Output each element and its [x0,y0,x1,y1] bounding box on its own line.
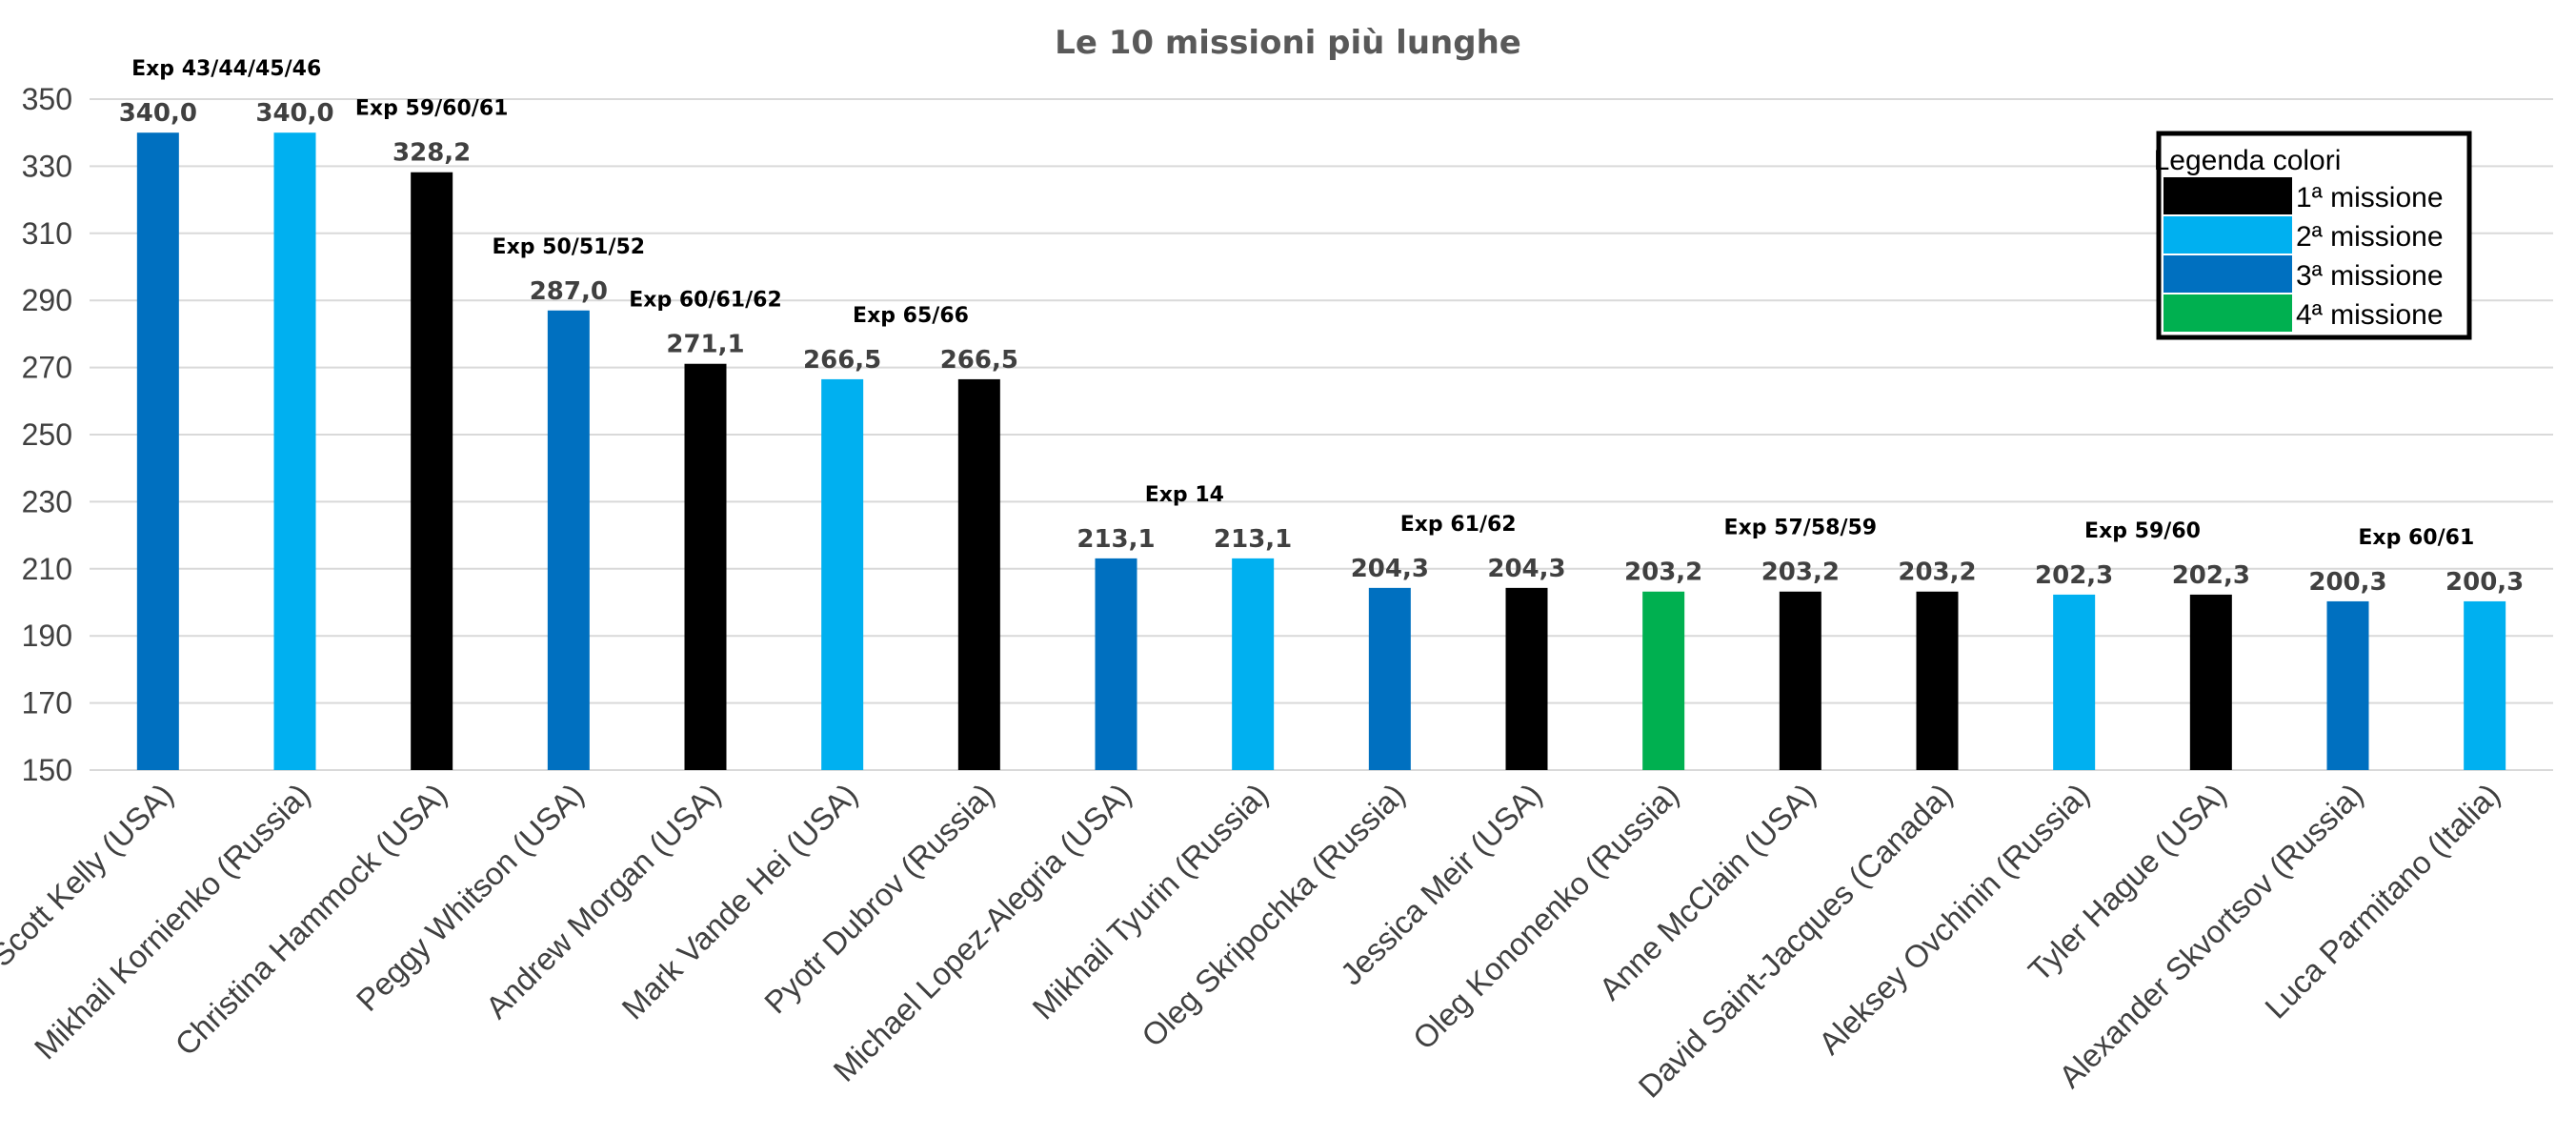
expedition-label: Exp 59/60 [2084,519,2201,543]
y-tick-label: 310 [22,216,72,251]
legend-label: 4ª missione [2296,299,2444,331]
y-tick-label: 330 [22,149,72,183]
bar [273,132,316,770]
bar [2326,600,2369,770]
data-label: 202,3 [2035,561,2113,590]
bar [957,378,1000,770]
legend-label: 1ª missione [2296,182,2444,213]
gridlines [90,98,2553,771]
data-label: 266,5 [803,346,881,375]
y-tick-label: 190 [22,619,72,653]
legend-swatch [2163,294,2292,332]
chart-title: Le 10 missioni più lunghe [1055,24,1521,62]
bar [411,172,453,771]
y-tick-label: 250 [22,417,72,452]
expedition-label: Exp 50/51/52 [493,235,646,259]
y-tick-label: 210 [22,552,72,586]
data-label: 287,0 [530,277,608,306]
bar [684,363,727,770]
bar [1368,587,1411,770]
legend-label: 2ª missione [2296,221,2444,253]
data-label: 204,3 [1351,555,1429,583]
y-tick-label: 230 [22,484,72,518]
data-label: 271,1 [666,331,744,359]
legend-swatch [2163,255,2292,293]
expedition-label: Exp 57/58/59 [1724,517,1878,540]
y-tick-label: 170 [22,686,72,721]
legend-title: Legenda colori [2154,145,2342,176]
expedition-label: Exp 60/61 [2358,526,2474,550]
legend-swatch [2163,177,2292,214]
expedition-label: Exp 61/62 [1400,513,1517,537]
bar [1916,591,1959,770]
bar [2464,600,2506,770]
data-label: 200,3 [2308,568,2386,597]
legend-label: 3ª missione [2296,260,2444,292]
expedition-label: Exp 14 [1145,483,1224,507]
bar [136,132,179,770]
bar [2053,594,2096,770]
bar [547,310,590,770]
bar [1095,558,1137,770]
expedition-labels: Exp 43/44/45/46 Exp 59/60/61 Exp 50/51/52 E… [131,57,2474,550]
bar [1232,558,1275,770]
expedition-label: Exp 65/66 [853,304,969,328]
bars [136,132,2506,771]
y-tick-label: 350 [22,82,72,116]
data-label: 203,2 [1761,558,1840,587]
data-label: 203,2 [1624,558,1702,587]
data-label: 213,1 [1077,525,1155,554]
data-label: 203,2 [1898,558,1976,587]
y-tick-label: 270 [22,351,72,385]
data-label: 266,5 [940,346,1018,375]
y-tick-label: 290 [22,283,72,317]
y-axis-ticks: 150 170 190 210 230 250 270 290 310 330 350 [22,82,72,787]
data-label: 202,3 [2172,561,2250,590]
bar [821,378,864,770]
data-labels: 340,0 340,0 328,2 287,0 271,1 266,5 266,5 213,1… [119,99,2525,597]
legend: Legenda colori 1ª missione 2ª missione 3ª … [2154,131,2472,340]
bar [2189,594,2232,770]
bar [1505,587,1548,770]
data-label: 328,2 [392,139,471,168]
data-label: 200,3 [2445,568,2524,597]
data-label: 213,1 [1214,525,1292,554]
expedition-label: Exp 60/61/62 [629,289,782,313]
expedition-label: Exp 43/44/45/46 [131,57,321,81]
data-label: 204,3 [1487,555,1565,583]
expedition-label: Exp 59/60/61 [355,97,509,121]
bar [1779,591,1821,770]
data-label: 340,0 [255,99,333,128]
bar [1642,591,1685,770]
y-tick-label: 150 [22,753,72,787]
data-label: 340,0 [119,99,197,128]
legend-swatch [2163,216,2292,254]
